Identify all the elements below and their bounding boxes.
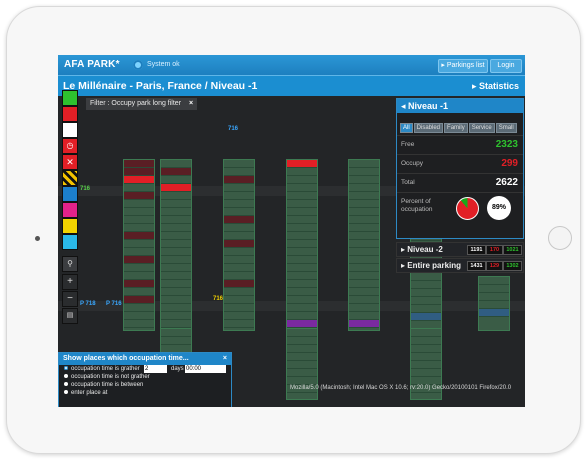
percent-value: 89% bbox=[487, 196, 511, 220]
color-cyan-button[interactable] bbox=[62, 234, 78, 250]
map-label: P 716 bbox=[106, 301, 122, 307]
map-label: 716 bbox=[80, 186, 91, 192]
option-not-grather[interactable]: occupation time is not grather bbox=[59, 373, 231, 381]
level-stats-panel: ◂ Niveau -1 All Disabled Family Service Smal… bbox=[396, 98, 524, 239]
parking-row[interactable] bbox=[410, 328, 442, 400]
tab-family[interactable]: Family bbox=[444, 123, 468, 133]
color-blue-button[interactable] bbox=[62, 186, 78, 202]
camera-icon bbox=[35, 236, 40, 241]
level-row-niveau-2[interactable]: ▸ Niveau -2 1191 170 1021 bbox=[396, 242, 524, 257]
parking-row[interactable] bbox=[160, 159, 192, 331]
tab-disabled[interactable]: Disabled bbox=[413, 123, 444, 133]
option-between[interactable]: occupation time is between bbox=[59, 381, 231, 389]
option-grather[interactable]: occupation time is grather 2 days 00:00 bbox=[59, 365, 231, 373]
dialog-header: Show places which occupation time... × bbox=[59, 353, 231, 365]
panel-header[interactable]: ◂ Niveau -1 bbox=[397, 99, 523, 113]
parkings-list-label: Parkings list bbox=[446, 62, 485, 69]
free-label: Free bbox=[401, 141, 415, 148]
level-occupied: 129 bbox=[486, 261, 503, 271]
occupation-pie-icon bbox=[456, 197, 479, 220]
time-input[interactable]: 00:00 bbox=[185, 365, 226, 373]
filter-chip: Filter : Occupy park long filter × bbox=[86, 98, 198, 110]
occupy-row: Occupy 299 bbox=[397, 154, 523, 173]
map-icon[interactable]: ▤ bbox=[62, 308, 78, 324]
filter-label: Filter : Occupy park long filter bbox=[90, 100, 182, 107]
login-button[interactable]: Login bbox=[490, 59, 522, 73]
dialog-title: Show places which occupation time... bbox=[63, 355, 189, 362]
statistics-button[interactable]: ▸ Statistics bbox=[471, 81, 519, 91]
total-value: 2622 bbox=[495, 177, 518, 188]
system-status-text: System ok bbox=[147, 61, 180, 68]
level-name: ▸ Entire parking bbox=[401, 261, 462, 270]
tab-service[interactable]: Service bbox=[468, 123, 495, 133]
user-agent-text: Mozilla/5.0 (Macintosh; Intel Mac OS X 1… bbox=[290, 385, 512, 391]
clock-icon[interactable]: ◷ bbox=[62, 138, 78, 154]
title-bar: Le Millénaire - Paris, France / Niveau -… bbox=[58, 75, 525, 97]
total-label: Total bbox=[401, 179, 415, 186]
occupation-time-dialog: Show places which occupation time... × o… bbox=[58, 352, 232, 407]
tab-small[interactable]: Small bbox=[495, 123, 517, 133]
app-logo: AFA PARK* bbox=[64, 59, 120, 70]
days-label: days bbox=[171, 366, 184, 372]
occupy-value: 299 bbox=[501, 158, 518, 169]
level-total: 1021 bbox=[503, 245, 522, 255]
close-icon[interactable]: ✕ bbox=[62, 154, 78, 170]
parkings-list-button[interactable]: ▸ Parkings list bbox=[438, 59, 488, 73]
option-enter-place[interactable]: enter place at bbox=[59, 389, 231, 397]
color-red-button[interactable] bbox=[62, 106, 78, 122]
minus-icon[interactable]: − bbox=[62, 291, 78, 307]
top-bar: AFA PARK* System ok ▸ Parkings list Logi… bbox=[58, 55, 525, 75]
color-green-button[interactable] bbox=[62, 90, 78, 106]
panel-tabs: All Disabled Family Service Small bbox=[397, 113, 523, 135]
map-label: 716 bbox=[213, 296, 224, 302]
parking-row[interactable] bbox=[478, 276, 510, 331]
level-free: 1191 bbox=[467, 245, 486, 255]
system-status-icon bbox=[133, 60, 143, 70]
app-screen: AFA PARK* System ok ▸ Parkings list Logi… bbox=[58, 55, 525, 407]
statistics-label: Statistics bbox=[478, 81, 519, 91]
parking-row[interactable] bbox=[348, 159, 380, 331]
level-total: 1302 bbox=[503, 261, 522, 271]
total-row: Total 2622 bbox=[397, 173, 523, 192]
free-value: 2323 bbox=[495, 139, 518, 150]
hazard-icon[interactable] bbox=[62, 170, 78, 186]
parking-row[interactable] bbox=[123, 159, 155, 331]
dialog-close-icon[interactable]: × bbox=[222, 355, 227, 362]
filter-close-icon[interactable]: × bbox=[188, 100, 194, 107]
level-name: ▸ Niveau -2 bbox=[401, 245, 443, 254]
color-white-button[interactable] bbox=[62, 122, 78, 138]
map-label: P 718 bbox=[80, 301, 96, 307]
parking-row[interactable] bbox=[223, 159, 255, 331]
free-row: Free 2323 bbox=[397, 135, 523, 154]
level-occupied: 170 bbox=[486, 245, 503, 255]
plus-icon[interactable]: + bbox=[62, 274, 78, 290]
level-free: 1431 bbox=[467, 261, 486, 271]
map-label: 716 bbox=[228, 126, 239, 132]
home-button[interactable] bbox=[548, 226, 572, 250]
color-yellow-button[interactable] bbox=[62, 218, 78, 234]
tab-all[interactable]: All bbox=[400, 123, 413, 133]
parking-row[interactable] bbox=[286, 328, 318, 400]
parking-row[interactable] bbox=[286, 159, 318, 331]
panel-title: Niveau -1 bbox=[408, 101, 449, 111]
color-pink-button[interactable] bbox=[62, 202, 78, 218]
occupation-row: Percent of occupation 89% bbox=[397, 192, 523, 225]
zoom-icon[interactable]: ⚲ bbox=[62, 256, 78, 272]
page-title: Le Millénaire - Paris, France / Niveau -… bbox=[63, 80, 258, 92]
occupy-label: Occupy bbox=[401, 160, 424, 167]
level-row-entire-parking[interactable]: ▸ Entire parking 1431 129 1302 bbox=[396, 258, 524, 273]
days-input[interactable]: 2 bbox=[144, 365, 167, 373]
percent-label: Percent of occupation bbox=[401, 198, 433, 213]
